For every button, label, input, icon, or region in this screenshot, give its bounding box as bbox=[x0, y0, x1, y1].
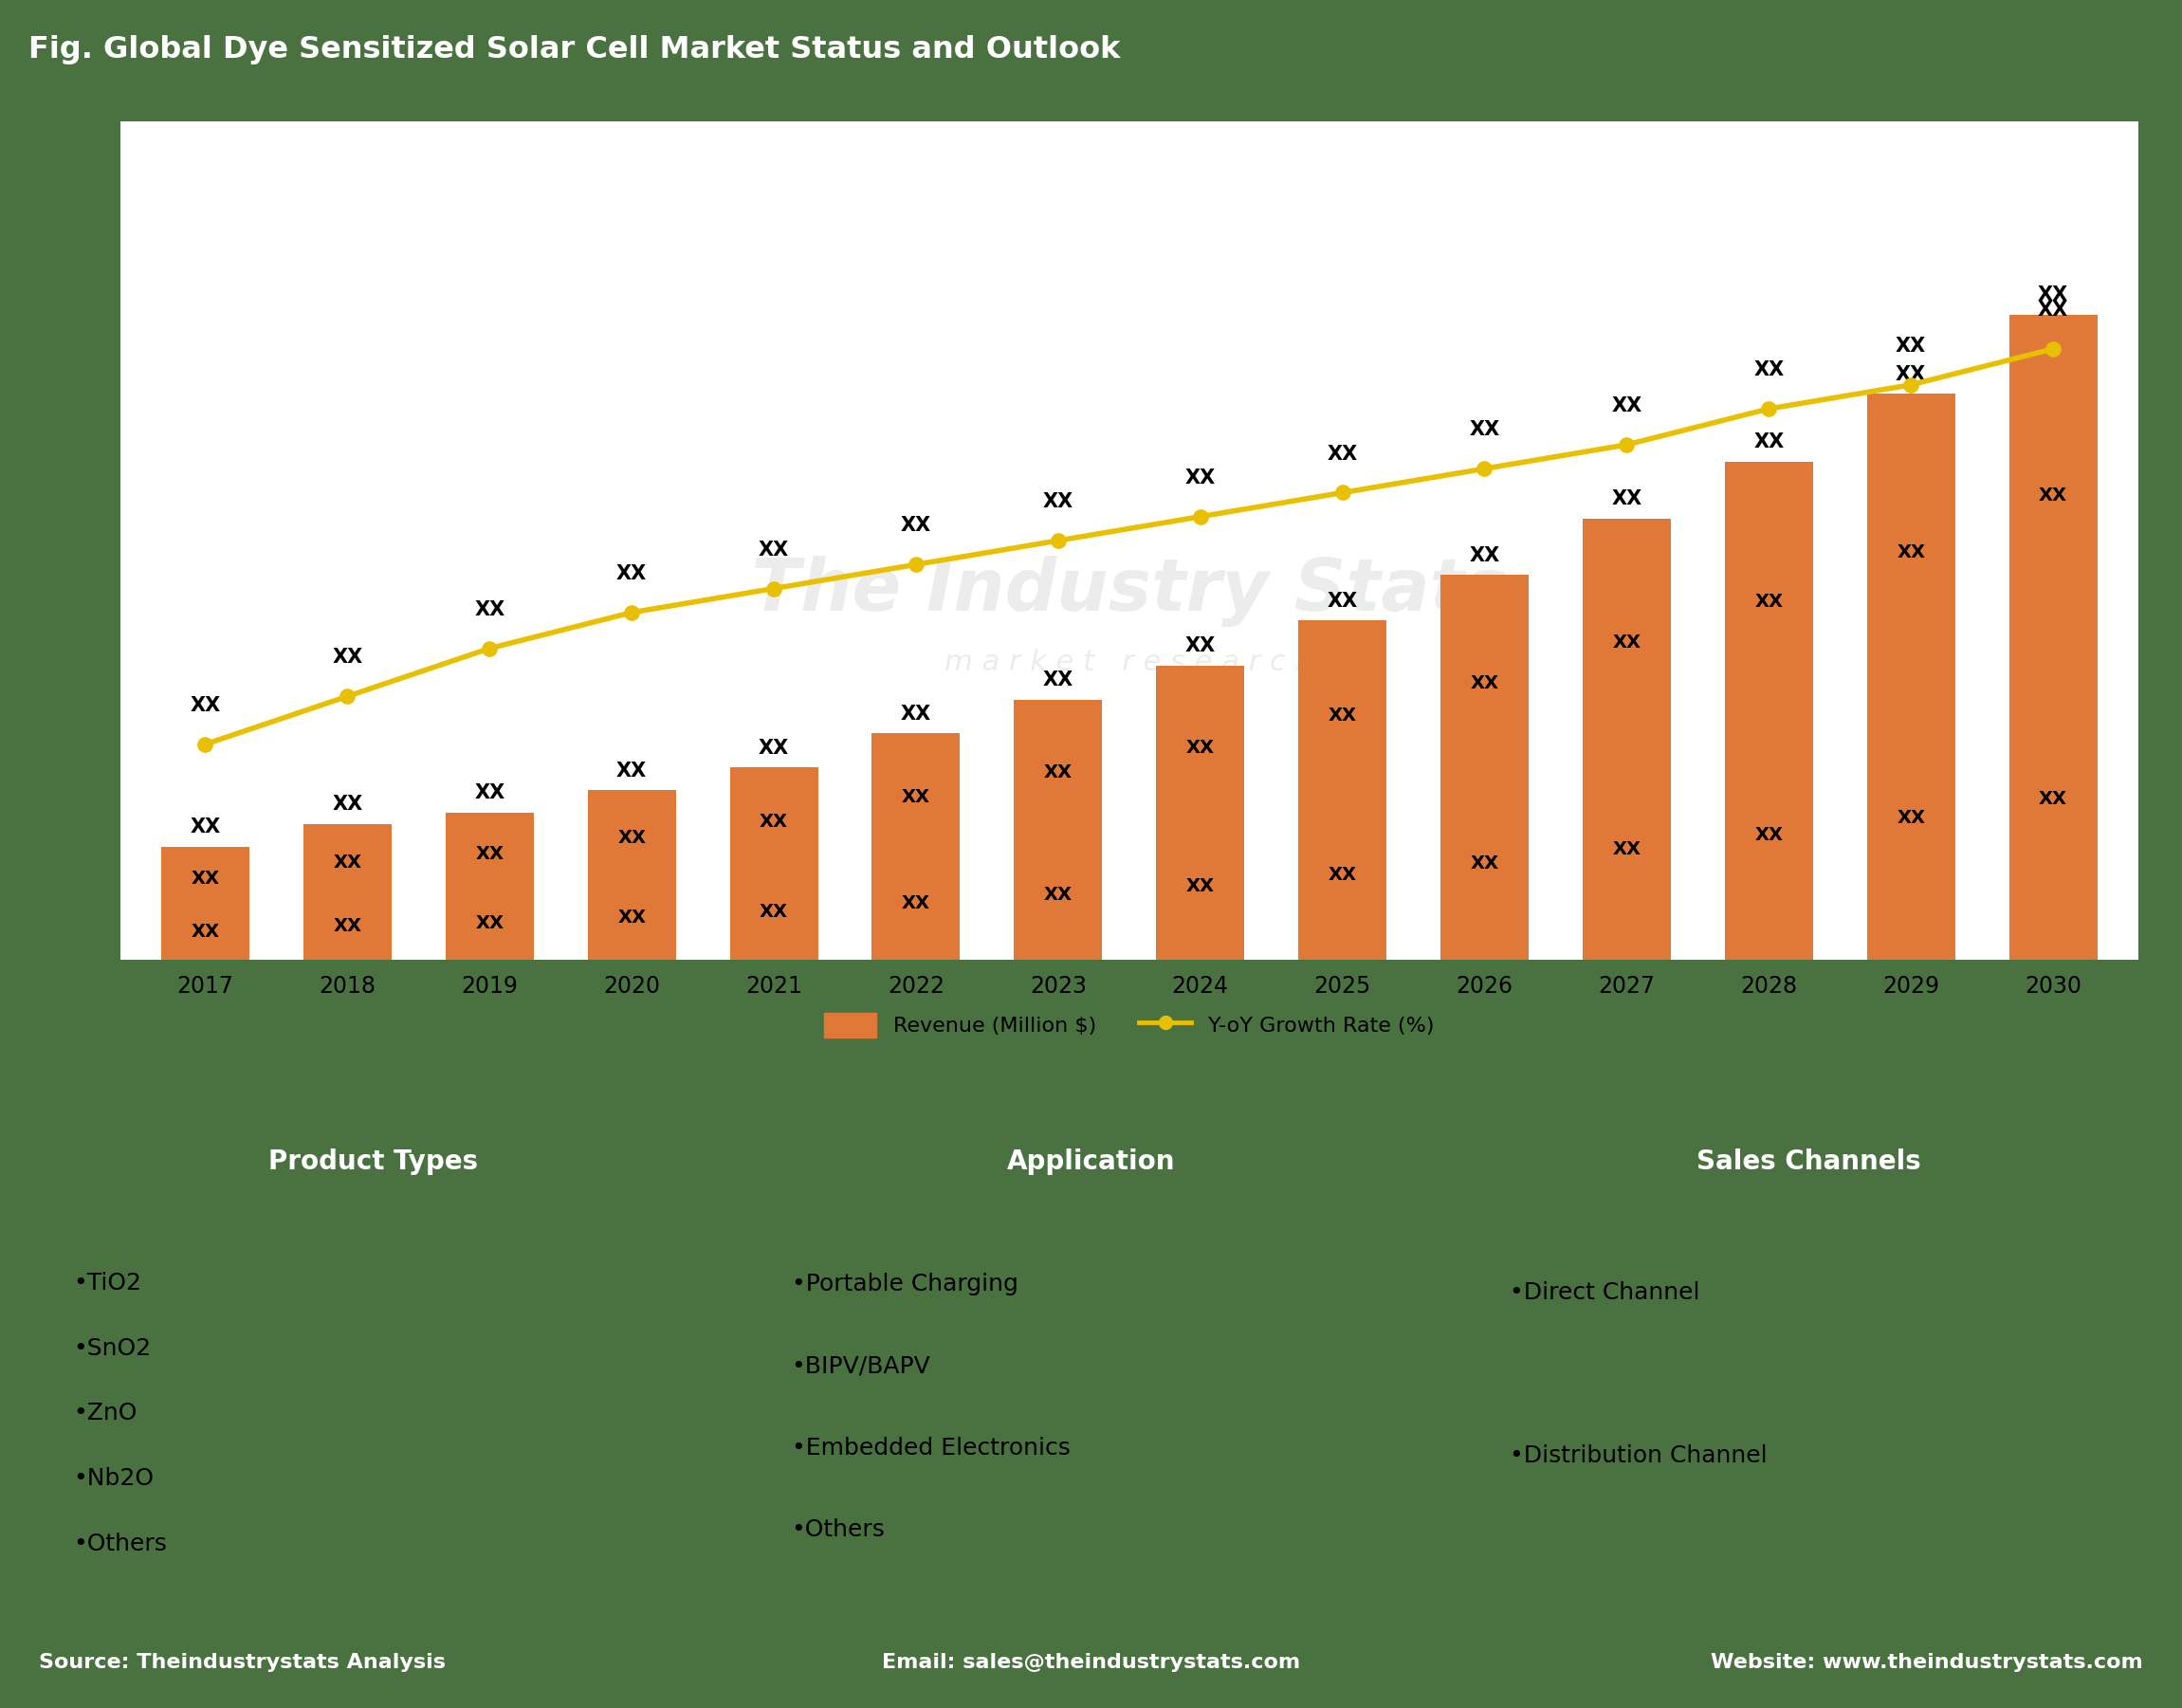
Text: XX: XX bbox=[1327, 591, 1357, 610]
Text: XX: XX bbox=[1471, 675, 1499, 692]
Text: XX: XX bbox=[334, 917, 362, 934]
Text: XX: XX bbox=[190, 695, 220, 716]
Text: XX: XX bbox=[1043, 886, 1071, 904]
Text: Product Types: Product Types bbox=[268, 1148, 478, 1175]
Text: XX: XX bbox=[618, 828, 646, 847]
Bar bbox=[161, 847, 249, 960]
Legend: Revenue (Million $), Y-oY Growth Rate (%): Revenue (Million $), Y-oY Growth Rate (%… bbox=[816, 1004, 1442, 1045]
Text: XX: XX bbox=[1610, 396, 1643, 415]
Text: XX: XX bbox=[1896, 810, 1925, 827]
Text: XX: XX bbox=[2038, 301, 2069, 319]
Text: XX: XX bbox=[332, 647, 362, 668]
Text: •Direct Channel: •Direct Channel bbox=[1510, 1281, 1700, 1305]
Text: •Embedded Electronics: •Embedded Electronics bbox=[792, 1436, 1069, 1459]
Text: Website: www.theindustrystats.com: Website: www.theindustrystats.com bbox=[1711, 1653, 2143, 1672]
Text: The Industry Stats: The Industry Stats bbox=[751, 555, 1508, 627]
Text: XX: XX bbox=[1187, 740, 1215, 757]
Text: Email: sales@theindustrystats.com: Email: sales@theindustrystats.com bbox=[882, 1653, 1300, 1672]
Bar bbox=[445, 813, 535, 960]
Text: •Nb2O: •Nb2O bbox=[74, 1467, 155, 1489]
Text: XX: XX bbox=[615, 564, 648, 582]
Text: XX: XX bbox=[759, 813, 788, 830]
Text: XX: XX bbox=[473, 784, 504, 803]
Text: XX: XX bbox=[1612, 634, 1641, 651]
Bar bbox=[2010, 314, 2097, 960]
Text: XX: XX bbox=[332, 794, 362, 815]
Text: XX: XX bbox=[2038, 789, 2066, 808]
Bar bbox=[1015, 700, 1102, 960]
Text: XX: XX bbox=[1754, 432, 1785, 453]
Bar bbox=[587, 791, 676, 960]
Text: XX: XX bbox=[1896, 543, 1925, 562]
Text: XX: XX bbox=[1043, 671, 1074, 690]
Text: XX: XX bbox=[476, 845, 504, 863]
Text: XX: XX bbox=[759, 904, 788, 921]
Text: XX: XX bbox=[1043, 763, 1071, 782]
Text: XX: XX bbox=[901, 787, 930, 806]
Text: XX: XX bbox=[2038, 487, 2066, 504]
Text: XX: XX bbox=[1896, 336, 1927, 355]
Text: Application: Application bbox=[1006, 1148, 1176, 1175]
Text: XX: XX bbox=[1185, 468, 1215, 487]
Text: •Others: •Others bbox=[792, 1518, 886, 1541]
Text: XX: XX bbox=[1610, 490, 1643, 509]
Text: XX: XX bbox=[1327, 444, 1357, 463]
Text: XX: XX bbox=[1187, 878, 1215, 895]
Text: •ZnO: •ZnO bbox=[74, 1402, 137, 1424]
Text: XX: XX bbox=[1754, 593, 1783, 610]
Text: XX: XX bbox=[2038, 285, 2069, 304]
Bar bbox=[1582, 519, 1671, 960]
Text: XX: XX bbox=[901, 516, 932, 535]
Bar bbox=[729, 767, 818, 960]
Text: •SnO2: •SnO2 bbox=[74, 1337, 151, 1360]
Text: Source: Theindustrystats Analysis: Source: Theindustrystats Analysis bbox=[39, 1653, 445, 1672]
Text: XX: XX bbox=[1754, 360, 1785, 379]
Bar bbox=[1724, 461, 1813, 960]
Text: XX: XX bbox=[615, 762, 648, 781]
Text: XX: XX bbox=[1896, 366, 1927, 384]
Text: XX: XX bbox=[1471, 854, 1499, 873]
Bar bbox=[1156, 666, 1244, 960]
Text: XX: XX bbox=[473, 600, 504, 618]
Text: XX: XX bbox=[1754, 827, 1783, 844]
Text: •Distribution Channel: •Distribution Channel bbox=[1510, 1445, 1767, 1467]
Text: XX: XX bbox=[1043, 492, 1074, 511]
Text: XX: XX bbox=[1468, 420, 1499, 439]
Bar bbox=[303, 823, 391, 960]
Text: XX: XX bbox=[476, 914, 504, 933]
Text: XX: XX bbox=[1612, 840, 1641, 859]
Bar bbox=[1440, 576, 1530, 960]
Text: XX: XX bbox=[334, 852, 362, 871]
Text: Fig. Global Dye Sensitized Solar Cell Market Status and Outlook: Fig. Global Dye Sensitized Solar Cell Ma… bbox=[28, 36, 1119, 65]
Text: XX: XX bbox=[759, 738, 790, 757]
Text: XX: XX bbox=[1468, 547, 1499, 565]
Text: XX: XX bbox=[190, 818, 220, 837]
Text: •Portable Charging: •Portable Charging bbox=[792, 1272, 1019, 1296]
Text: XX: XX bbox=[901, 704, 932, 724]
Text: •TiO2: •TiO2 bbox=[74, 1271, 142, 1295]
Text: XX: XX bbox=[1329, 866, 1357, 885]
Text: XX: XX bbox=[192, 922, 220, 941]
Text: •Others: •Others bbox=[74, 1532, 168, 1556]
Text: m a r k e t   r e s e a r c h: m a r k e t r e s e a r c h bbox=[945, 649, 1314, 676]
Text: Sales Channels: Sales Channels bbox=[1698, 1148, 1920, 1175]
Text: •BIPV/BAPV: •BIPV/BAPV bbox=[792, 1354, 930, 1378]
Text: XX: XX bbox=[192, 869, 220, 888]
Text: XX: XX bbox=[759, 540, 790, 559]
Text: XX: XX bbox=[1329, 707, 1357, 724]
Text: XX: XX bbox=[1185, 637, 1215, 656]
Text: XX: XX bbox=[901, 895, 930, 912]
Bar bbox=[1868, 395, 1955, 960]
Bar bbox=[873, 733, 960, 960]
Text: XX: XX bbox=[618, 909, 646, 926]
Bar bbox=[1298, 620, 1386, 960]
